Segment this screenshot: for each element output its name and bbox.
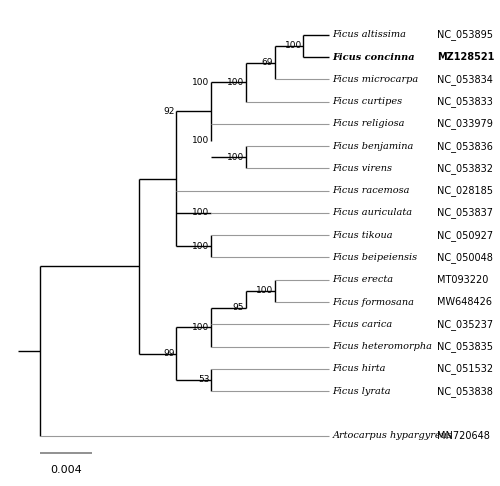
Text: MW648426: MW648426 — [438, 297, 492, 307]
Text: 53: 53 — [198, 376, 209, 384]
Text: Artocarpus hypargyreus: Artocarpus hypargyreus — [332, 431, 452, 440]
Text: 92: 92 — [163, 107, 174, 116]
Text: Ficus concinna: Ficus concinna — [332, 52, 415, 62]
Text: 100: 100 — [192, 208, 210, 217]
Text: NC_053837: NC_053837 — [438, 208, 494, 218]
Text: 95: 95 — [233, 303, 244, 312]
Text: Ficus carica: Ficus carica — [332, 320, 393, 329]
Text: NC_053895: NC_053895 — [438, 29, 494, 40]
Text: Ficus virens: Ficus virens — [332, 164, 392, 173]
Text: MN720648: MN720648 — [438, 431, 490, 441]
Text: NC_050927: NC_050927 — [438, 230, 494, 241]
Text: NC_028185: NC_028185 — [438, 185, 494, 196]
Text: 100: 100 — [192, 136, 210, 145]
Text: 100: 100 — [227, 78, 244, 87]
Text: NC_053835: NC_053835 — [438, 341, 494, 352]
Text: Ficus tikoua: Ficus tikoua — [332, 231, 393, 240]
Text: Ficus altissima: Ficus altissima — [332, 30, 406, 39]
Text: 100: 100 — [284, 41, 302, 51]
Text: 69: 69 — [262, 58, 273, 67]
Text: NC_053838: NC_053838 — [438, 385, 494, 397]
Text: Ficus beipeiensis: Ficus beipeiensis — [332, 253, 418, 262]
Text: 100: 100 — [192, 323, 210, 331]
Text: MZ128521: MZ128521 — [438, 52, 495, 62]
Text: 99: 99 — [163, 349, 174, 358]
Text: Ficus curtipes: Ficus curtipes — [332, 97, 402, 106]
Text: 100: 100 — [227, 153, 244, 162]
Text: NC_053834: NC_053834 — [438, 74, 494, 85]
Text: Ficus microcarpa: Ficus microcarpa — [332, 75, 419, 84]
Text: NC_050048: NC_050048 — [438, 252, 494, 263]
Text: NC_035237: NC_035237 — [438, 319, 494, 330]
Text: MT093220: MT093220 — [438, 275, 489, 285]
Text: NC_053836: NC_053836 — [438, 140, 494, 152]
Text: 0.004: 0.004 — [50, 465, 82, 474]
Text: Ficus racemosa: Ficus racemosa — [332, 186, 410, 195]
Text: NC_033979: NC_033979 — [438, 119, 494, 129]
Text: 100: 100 — [192, 242, 210, 251]
Text: Ficus benjamina: Ficus benjamina — [332, 141, 414, 151]
Text: Ficus erecta: Ficus erecta — [332, 275, 394, 284]
Text: 100: 100 — [192, 78, 210, 87]
Text: NC_053832: NC_053832 — [438, 163, 494, 174]
Text: Ficus formosana: Ficus formosana — [332, 297, 414, 307]
Text: 100: 100 — [256, 286, 273, 295]
Text: Ficus auriculata: Ficus auriculata — [332, 208, 412, 217]
Text: Ficus lyrata: Ficus lyrata — [332, 386, 391, 396]
Text: NC_053833: NC_053833 — [438, 96, 494, 107]
Text: Ficus religiosa: Ficus religiosa — [332, 120, 405, 128]
Text: Ficus heteromorpha: Ficus heteromorpha — [332, 342, 432, 351]
Text: NC_051532: NC_051532 — [438, 364, 494, 374]
Text: Ficus hirta: Ficus hirta — [332, 364, 386, 373]
